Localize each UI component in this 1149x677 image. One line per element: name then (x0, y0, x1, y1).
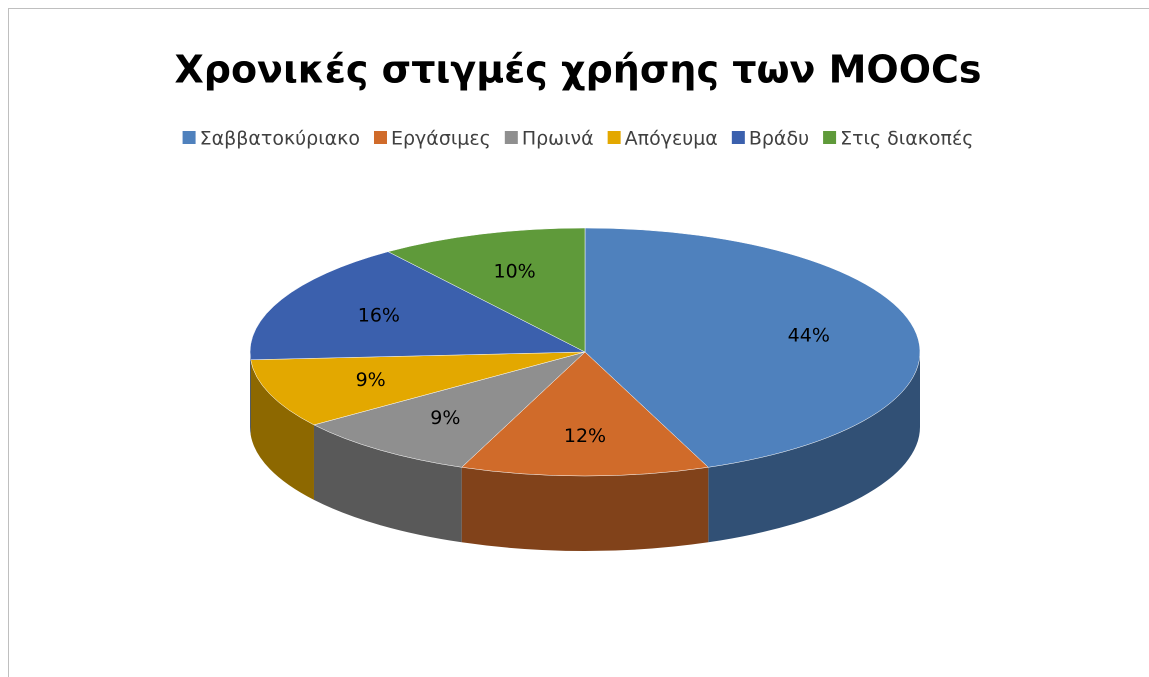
slice-side (250, 352, 251, 435)
pie (249, 227, 921, 477)
legend-swatch (504, 131, 518, 144)
legend-swatch (607, 131, 621, 144)
slice-side (461, 467, 709, 552)
slice-side (708, 352, 920, 543)
legend-label: Βράδυ (749, 128, 809, 150)
pie-sides (250, 352, 920, 552)
slice-side (250, 359, 314, 500)
chart-title: Χρονικές στιγμές χρήσης των MOOCs (174, 48, 981, 92)
data-label: 9% (430, 407, 460, 429)
slice (249, 251, 586, 361)
slice (313, 351, 586, 468)
legend-swatch (373, 131, 387, 144)
legend-swatch (182, 131, 196, 144)
legend-label: Στις διακοπές (840, 128, 973, 150)
legend-label: Πρωινά (522, 128, 594, 150)
legend-swatch (731, 131, 745, 144)
chart-frame (8, 8, 1149, 677)
data-label: 12% (564, 425, 606, 447)
data-label: 10% (493, 260, 535, 282)
slice (250, 351, 586, 426)
legend-label: Απόγευμα (625, 128, 718, 150)
slice-side (313, 424, 462, 543)
legend-swatch (823, 131, 837, 144)
slice (584, 227, 921, 468)
legend-label: Σαββατοκύριακο (200, 128, 360, 150)
legend: Σαββατοκύριακο Εργάσιμες Πρωινά Απόγευμα Βρά… (182, 128, 973, 150)
legend-label: Εργάσιμες (391, 128, 491, 150)
slice (387, 227, 586, 353)
data-label: 16% (358, 305, 400, 327)
data-label: 44% (788, 325, 830, 347)
slice (461, 351, 709, 477)
data-labels: 44% 12% 9% 9% 16% 10% (356, 260, 830, 447)
data-label: 9% (356, 369, 386, 391)
